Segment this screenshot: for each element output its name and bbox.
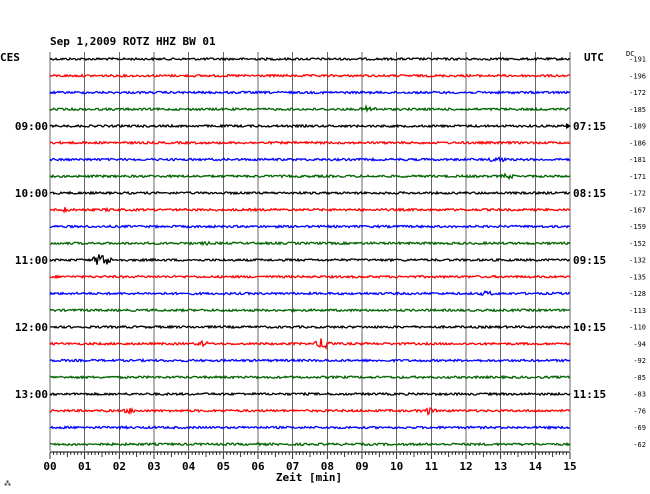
dc-offset-label: -191 bbox=[629, 56, 646, 64]
dc-offset-label: -189 bbox=[629, 123, 646, 131]
dc-offset-label: -62 bbox=[633, 441, 646, 449]
x-tick-label: 01 bbox=[78, 460, 92, 473]
dc-offset-label: -69 bbox=[633, 424, 646, 432]
dc-offset-label: -113 bbox=[629, 307, 646, 315]
dc-offset-label: -83 bbox=[633, 391, 646, 399]
x-tick-label: 04 bbox=[182, 460, 196, 473]
left-time-label: 12:00 bbox=[15, 321, 48, 334]
x-tick-label: 13 bbox=[494, 460, 507, 473]
right-time-label: 08:15 bbox=[573, 187, 606, 200]
seismic-trace bbox=[49, 103, 571, 113]
seismic-trace bbox=[49, 289, 571, 297]
dc-offset-label: -76 bbox=[633, 407, 646, 415]
dc-offset-label: -171 bbox=[629, 173, 646, 181]
dc-offset-label: -132 bbox=[629, 257, 646, 265]
left-time-label: 11:00 bbox=[15, 254, 48, 267]
x-axis: 00 01 02 03 04 05 06 07 08 09 10 11 12 13 14 15 bbox=[43, 451, 577, 473]
seismic-trace bbox=[49, 357, 571, 363]
seismic-trace bbox=[49, 240, 571, 247]
x-tick-label: 09 bbox=[355, 460, 368, 473]
time-grid bbox=[49, 52, 571, 451]
dc-offset-label: -181 bbox=[629, 156, 646, 164]
right-time-label: 10:15 bbox=[573, 321, 606, 334]
left-time-label: 10:00 bbox=[15, 187, 48, 200]
dc-header: DC bbox=[626, 50, 634, 58]
right-time-label: 07:15 bbox=[573, 120, 606, 133]
x-axis-label: Zeit [min] bbox=[276, 471, 342, 484]
dc-offset-label: -196 bbox=[629, 72, 646, 80]
seismic-trace bbox=[49, 172, 571, 181]
dc-offset-label: -185 bbox=[629, 106, 646, 114]
seismic-trace bbox=[49, 90, 571, 95]
chart-title: Sep 1,2009 ROTZ HHZ BW 01 bbox=[50, 35, 216, 48]
seismic-trace bbox=[49, 441, 571, 447]
x-tick-label: 06 bbox=[251, 460, 265, 473]
x-tick-label: 00 bbox=[43, 460, 56, 473]
x-tick-label: 15 bbox=[563, 460, 576, 473]
seismic-trace bbox=[49, 254, 571, 265]
seismic-trace bbox=[49, 307, 571, 313]
left-timezone-label: CES bbox=[0, 51, 20, 64]
dc-offset-label: -152 bbox=[629, 240, 646, 248]
x-tick-label: 02 bbox=[113, 460, 126, 473]
right-time-label: 09:15 bbox=[573, 254, 606, 267]
dc-offset-label: -172 bbox=[629, 190, 646, 198]
seismic-trace bbox=[49, 73, 571, 79]
dc-offset-label: -110 bbox=[629, 324, 646, 332]
seismic-traces: -191 -196 -172 -185 -189 -186 -181 -171 -172 -167… bbox=[49, 56, 646, 449]
seismic-trace bbox=[49, 123, 571, 129]
dc-offset-label: -85 bbox=[633, 374, 646, 382]
x-tick-label: 10 bbox=[390, 460, 403, 473]
x-tick-label: 08 bbox=[321, 460, 334, 473]
dc-offset-label: -167 bbox=[629, 206, 646, 214]
seismic-trace bbox=[50, 224, 571, 229]
dc-offset-label: -128 bbox=[629, 290, 646, 298]
seismic-trace bbox=[49, 140, 571, 146]
trace-arrow bbox=[566, 123, 571, 129]
seismic-trace bbox=[49, 190, 571, 196]
seismic-trace bbox=[49, 274, 571, 280]
x-tick-label: 07 bbox=[286, 460, 299, 473]
dc-offset-label: -135 bbox=[629, 273, 646, 281]
right-time-label: 11:15 bbox=[573, 388, 606, 401]
seismic-trace bbox=[49, 406, 571, 416]
seismic-trace bbox=[49, 324, 571, 330]
time-labels: 09:00 10:00 11:00 12:00 13:00 07:15 08:15 09:15… bbox=[15, 120, 606, 401]
dc-offset-label: -92 bbox=[633, 357, 646, 365]
left-time-label: 13:00 bbox=[15, 388, 48, 401]
x-tick-label: 12 bbox=[459, 460, 472, 473]
x-tick-label: 11 bbox=[425, 460, 439, 473]
corner-mark: ⁂ bbox=[4, 480, 11, 488]
left-time-label: 09:00 bbox=[15, 120, 48, 133]
dc-offset-label: -94 bbox=[633, 340, 646, 348]
seismic-trace bbox=[49, 424, 571, 431]
dc-offset-label: -186 bbox=[629, 139, 646, 147]
seismic-trace bbox=[49, 206, 571, 214]
dc-offset-label: -159 bbox=[629, 223, 646, 231]
x-tick-label: 14 bbox=[529, 460, 543, 473]
right-timezone-label: UTC bbox=[584, 51, 604, 64]
seismic-trace bbox=[49, 338, 571, 350]
x-tick-label: 05 bbox=[217, 460, 230, 473]
seismic-trace bbox=[49, 56, 571, 62]
x-tick-label: 03 bbox=[147, 460, 160, 473]
dc-offset-label: -172 bbox=[629, 89, 646, 97]
seismic-trace bbox=[49, 374, 571, 380]
seismic-trace bbox=[49, 156, 571, 163]
seismic-trace bbox=[49, 391, 571, 397]
